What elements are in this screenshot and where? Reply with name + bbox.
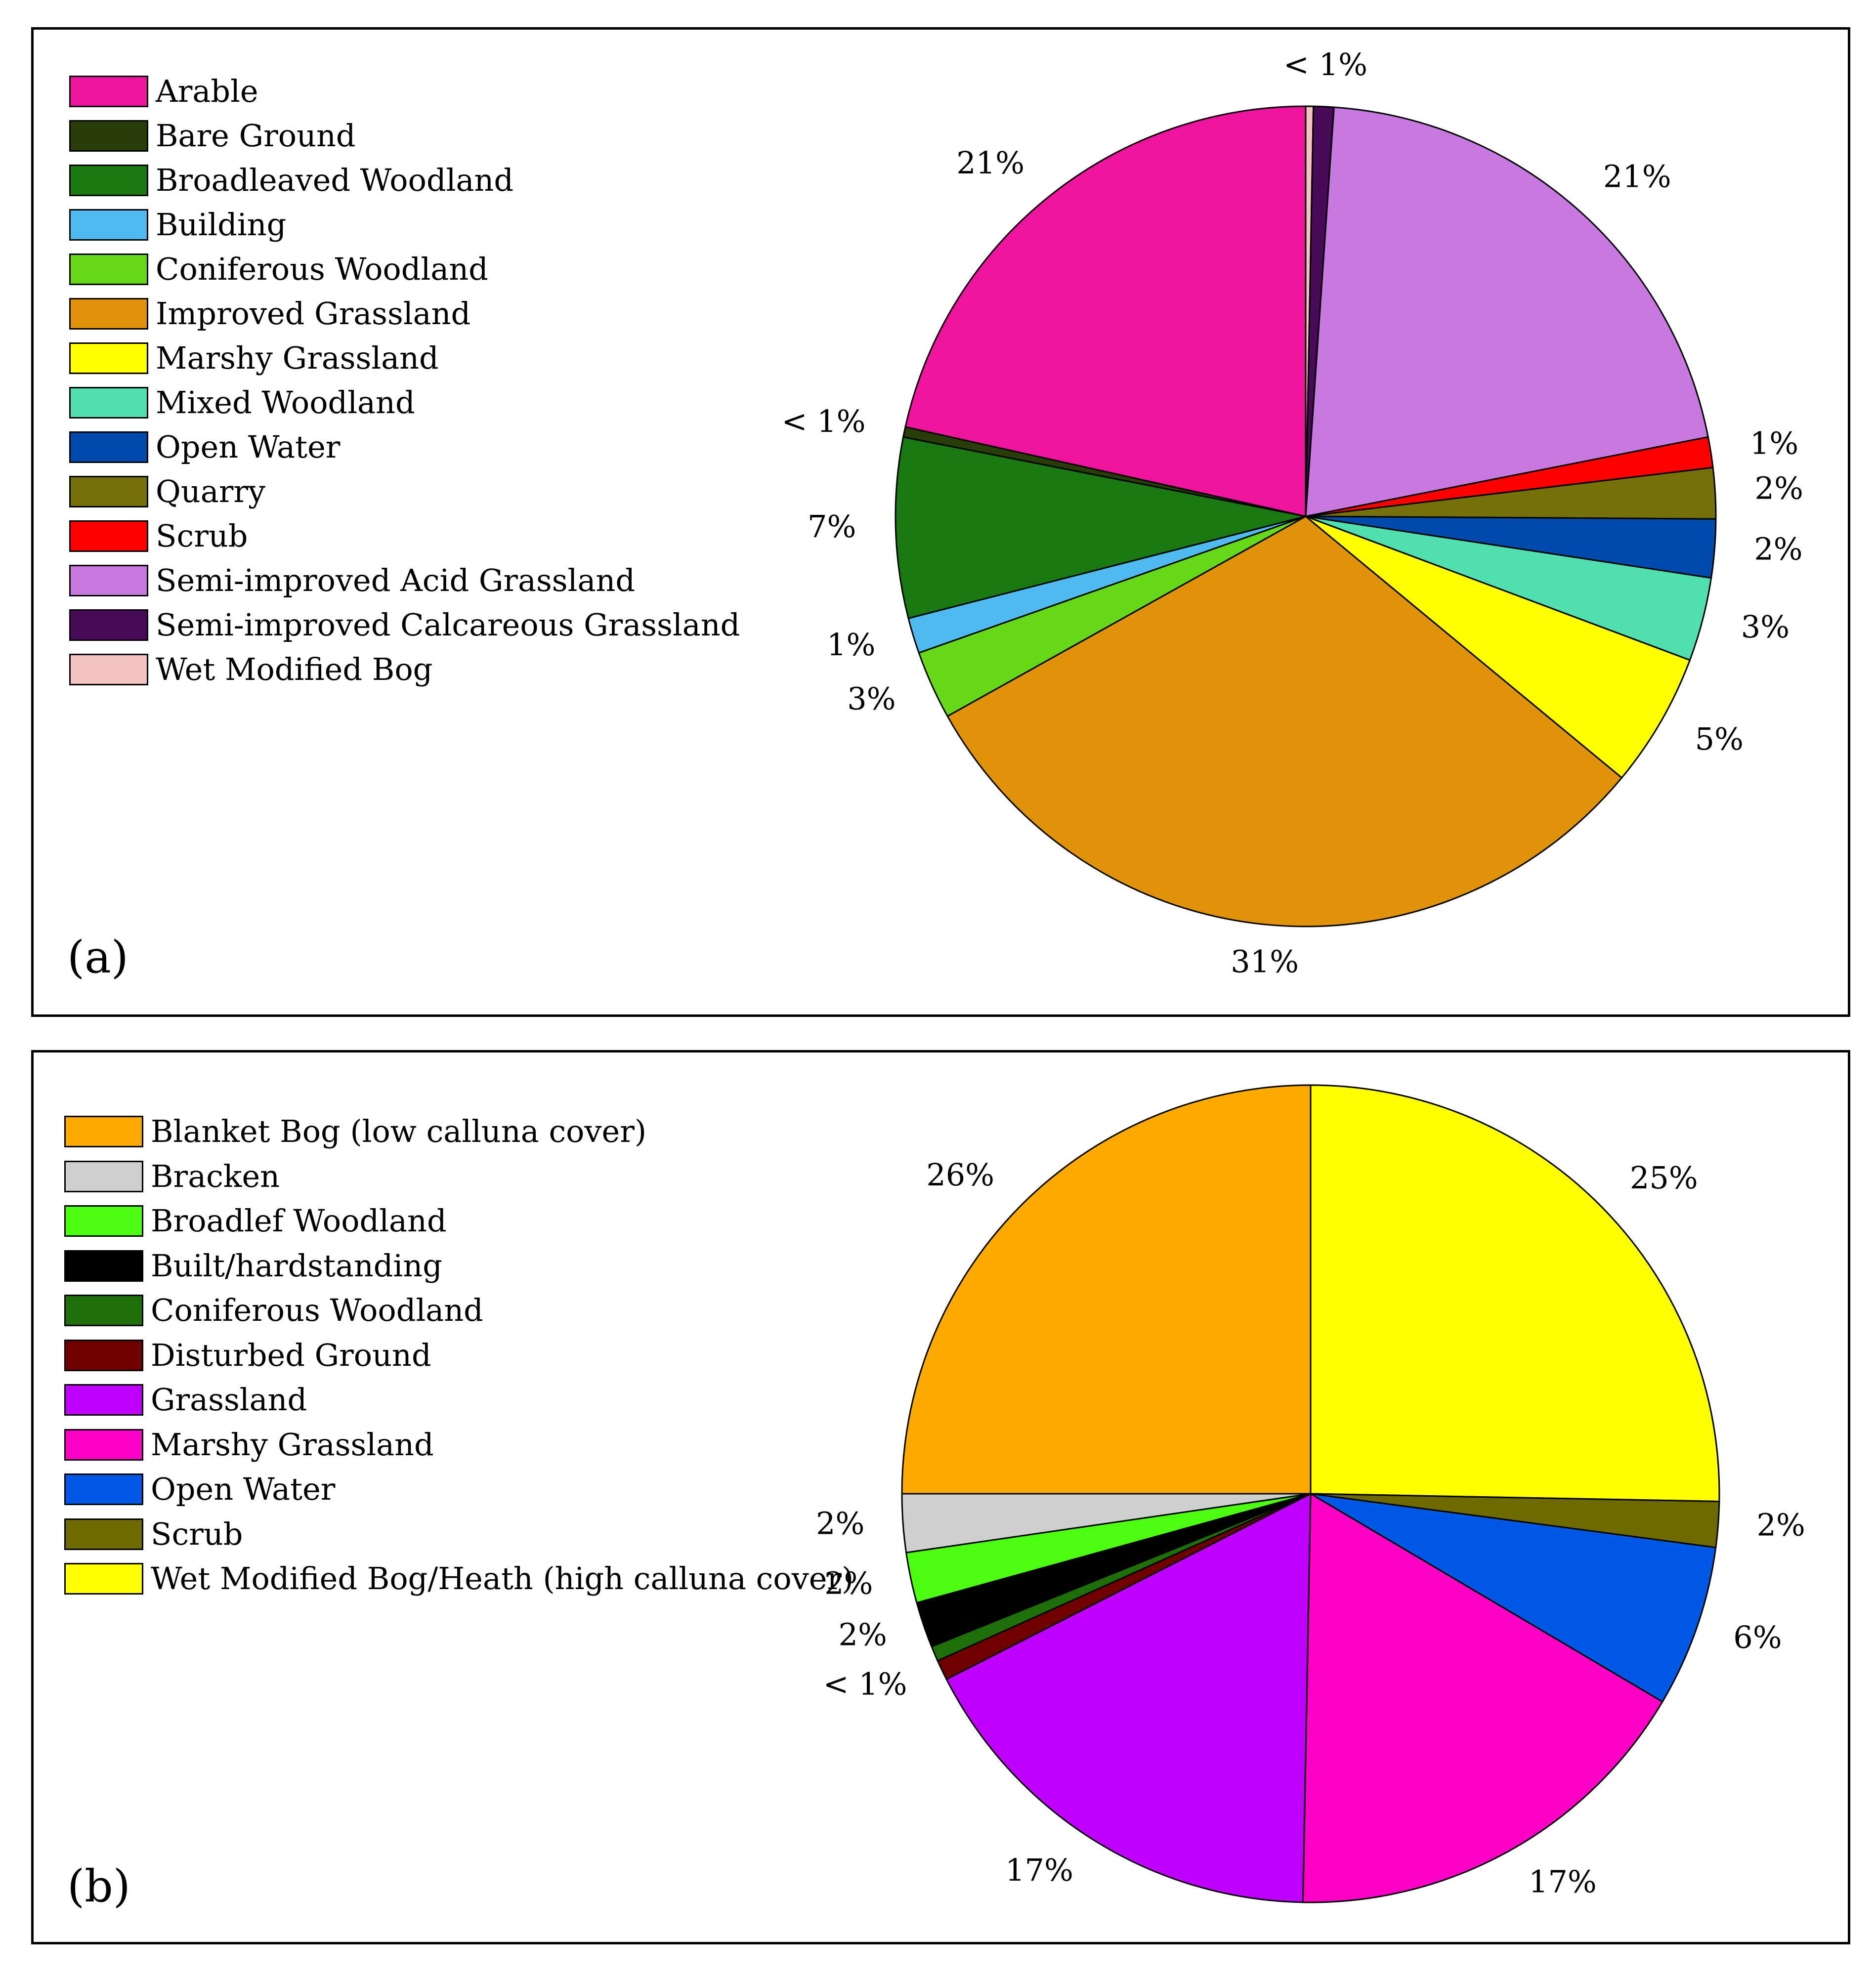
pie-chart-b: 25% 2% 6% 17% 17% < 1% 2% 2% 2% 26% xyxy=(816,1084,1805,1903)
legend-label: Broadlef Woodland xyxy=(151,1203,447,1239)
legend-label: Disturbed Ground xyxy=(151,1337,431,1373)
data-label-grassland: 17% xyxy=(1005,1852,1073,1888)
legend-swatch-broadleaved-woodland xyxy=(69,165,148,196)
panel-label-b: (b) xyxy=(67,1860,130,1912)
data-label-bracken: 2% xyxy=(816,1505,864,1541)
data-label-built-hardstanding: 2% xyxy=(839,1617,887,1653)
legend-label: Coniferous Woodland xyxy=(151,1292,483,1328)
panel-label-a: (a) xyxy=(67,931,128,983)
legend-swatch-quarry xyxy=(69,476,148,507)
legend-label: Arable xyxy=(156,73,258,109)
data-label-disturbed-ground: < 1% xyxy=(823,1666,907,1702)
legend-label: Marshy Grassland xyxy=(156,340,439,376)
legend-swatch-wet-modified-bog-heath-high-calluna-cover xyxy=(64,1563,143,1595)
legend-swatch-open-water xyxy=(69,431,148,463)
legend-swatch-improved-grassland xyxy=(69,298,148,330)
legend-swatch-semi-improved-calcareous-grassland xyxy=(69,609,148,641)
legend-label: Blanket Bog (low calluna cover) xyxy=(151,1113,647,1149)
legend-label: Scrub xyxy=(151,1515,243,1552)
pie-slice-marshy-grassland xyxy=(1305,515,1691,779)
legend-swatch-blanket-bog-low-calluna-cover xyxy=(64,1116,143,1147)
data-label-wet-modified-bog-heath-high-calluna-cover: 25% xyxy=(1630,1160,1698,1196)
legend-label: Improved Grassland xyxy=(156,295,471,332)
legend-swatch-open-water xyxy=(64,1473,143,1505)
legend-label: Broadleaved Woodland xyxy=(156,162,514,198)
legend-swatch-scrub xyxy=(69,520,148,552)
legend-swatch-broadlef-woodland xyxy=(64,1205,143,1237)
legend-swatch-mixed-woodland xyxy=(69,387,148,419)
legend-swatch-grassland xyxy=(64,1384,143,1416)
data-label-open-water: 6% xyxy=(1733,1619,1782,1655)
legend-label: Built/hardstanding xyxy=(151,1247,442,1284)
legend-label: Wet Modified Bog xyxy=(156,651,433,687)
legend-label: Semi-improved Acid Grassland xyxy=(156,562,636,598)
data-label-arable: 21% xyxy=(956,145,1024,181)
legend-swatch-bare-ground xyxy=(69,120,148,152)
legend-swatch-semi-improved-acid-grassland xyxy=(69,565,148,596)
data-label-improved-grassland: 31% xyxy=(1231,943,1299,979)
data-label-broadleaved-woodland: 7% xyxy=(808,508,856,545)
data-label-semi-improved-acid-grassland: 21% xyxy=(1603,159,1671,195)
pie-slice-arable xyxy=(904,105,1307,517)
legend-label: Open Water xyxy=(156,429,341,465)
legend-swatch-scrub xyxy=(64,1518,143,1550)
legend-label: Semi-improved Calcareous Grassland xyxy=(156,607,740,643)
data-label-scrub: 2% xyxy=(1756,1507,1805,1543)
data-label-quarry: 2% xyxy=(1755,470,1803,506)
legend-label: Bracken xyxy=(151,1158,280,1194)
data-label-mixed-woodland: 3% xyxy=(1741,609,1790,645)
legend-swatch-bracken xyxy=(64,1160,143,1192)
legend-label: Open Water xyxy=(151,1471,336,1507)
pie-slice-wet-modified-bog-heath-high-calluna-cover xyxy=(1310,1084,1720,1503)
pie-slice-broadleaved-woodland xyxy=(895,436,1307,619)
data-label-broadlef-woodland: 2% xyxy=(824,1565,873,1601)
data-label-building: 1% xyxy=(827,627,875,663)
legend-swatch-wet-modified-bog xyxy=(69,654,148,685)
legend-swatch-marshy-grassland xyxy=(69,342,148,374)
legend-label: Marshy Grassland xyxy=(151,1426,434,1463)
legend-swatch-disturbed-ground xyxy=(64,1339,143,1371)
legend-swatch-coniferous-woodland xyxy=(64,1295,143,1326)
legend-swatch-coniferous-woodland xyxy=(69,253,148,285)
legend-label: Quarry xyxy=(156,473,266,509)
legend-swatch-arable xyxy=(69,76,148,107)
panel-b: Blanket Bog (low calluna cover) Bracken Br… xyxy=(31,1050,1850,1944)
data-label-bare-ground: < 1% xyxy=(781,403,865,439)
pie-slice-marshy-grassland xyxy=(1302,1493,1663,1903)
legend-label: Scrub xyxy=(156,518,248,554)
pie-slice-blanket-bog-low-calluna-cover xyxy=(901,1084,1312,1495)
pie-chart-a: < 1% 21% 1% 2% 2% 3% 5% 31% 3% 1% 7% < 1% 21% xyxy=(781,46,1803,979)
data-label-marshy-grassland: 17% xyxy=(1529,1863,1597,1899)
data-label-open-water: 2% xyxy=(1754,531,1802,567)
legend-label: Coniferous Woodland xyxy=(156,251,488,287)
legend-swatch-built-hardstanding xyxy=(64,1250,143,1282)
pie-slice-semi-improved-acid-grassland xyxy=(1305,106,1709,517)
legend-swatch-building xyxy=(69,209,148,241)
legend-label: Grassland xyxy=(151,1382,307,1418)
pie-slice-grassland xyxy=(945,1493,1312,1903)
legend-swatch-marshy-grassland xyxy=(64,1429,143,1461)
panel-a: Arable Bare Ground Broadleaved Woodland Bui… xyxy=(31,27,1850,1017)
data-label-scrub: 1% xyxy=(1750,425,1798,462)
legend-label: Mixed Woodland xyxy=(156,384,415,421)
data-label-marshy-grassland: 5% xyxy=(1695,721,1744,757)
pie-slice-improved-grassland xyxy=(946,515,1623,927)
data-label-coniferous-woodland: 3% xyxy=(847,681,895,717)
data-label-blanket-bog-low-calluna-cover: 26% xyxy=(926,1157,994,1193)
legend-label: Building xyxy=(156,207,287,243)
pie-slice-open-water xyxy=(1310,1493,1717,1703)
legend-label: Wet Modified Bog/Heath (high calluna cov… xyxy=(151,1560,854,1597)
legend-label: Bare Ground xyxy=(156,118,356,154)
data-label-semi-improved-calcareous-grassland: < 1% xyxy=(1283,46,1367,83)
